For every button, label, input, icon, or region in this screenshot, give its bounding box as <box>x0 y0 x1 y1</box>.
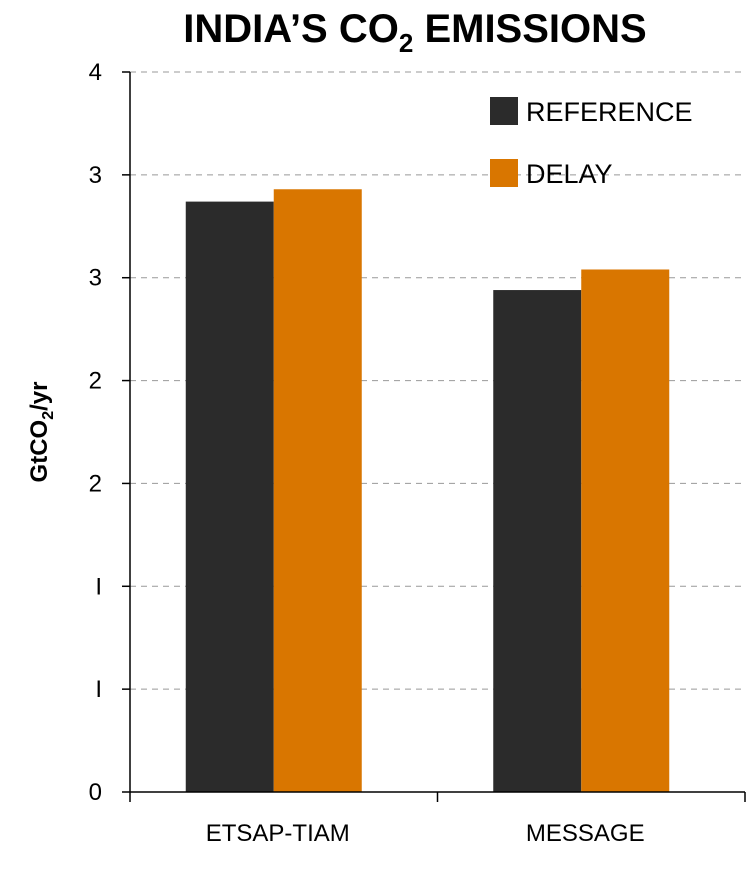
bar-delay-message <box>581 269 670 792</box>
y-tick-label: 2 <box>89 470 102 497</box>
bar-reference-message <box>493 290 582 792</box>
axes <box>122 71 746 802</box>
category-label: MESSAGE <box>526 820 645 847</box>
legend-swatch-reference <box>490 97 518 125</box>
bars <box>185 189 670 793</box>
y-tick-label: I <box>95 676 102 703</box>
legend-swatch-delay <box>490 159 518 187</box>
legend-label-reference: REFERENCE <box>526 97 693 127</box>
y-tick-label: 0 <box>89 779 102 806</box>
legend: REFERENCE DELAY <box>490 97 693 189</box>
legend-label-delay: DELAY <box>526 159 613 189</box>
y-tick-label: 2 <box>89 368 102 395</box>
x-category-labels: ETSAP-TIAM MESSAGE <box>206 820 645 847</box>
bar-delay-etsap-tiam <box>273 189 362 792</box>
y-axis-title: GtCO2/yr <box>26 382 57 483</box>
y-tick-labels: 0 I I 2 2 3 3 4 <box>89 59 102 806</box>
y-tick-label: 4 <box>89 59 102 86</box>
y-tick-label: I <box>95 573 102 600</box>
y-tick-label: 3 <box>89 162 102 189</box>
category-label: ETSAP-TIAM <box>206 820 350 847</box>
chart-title: INDIA’S CO2 EMISSIONS <box>183 7 646 58</box>
bar-reference-etsap-tiam <box>185 201 274 793</box>
y-tick-label: 3 <box>89 265 102 292</box>
